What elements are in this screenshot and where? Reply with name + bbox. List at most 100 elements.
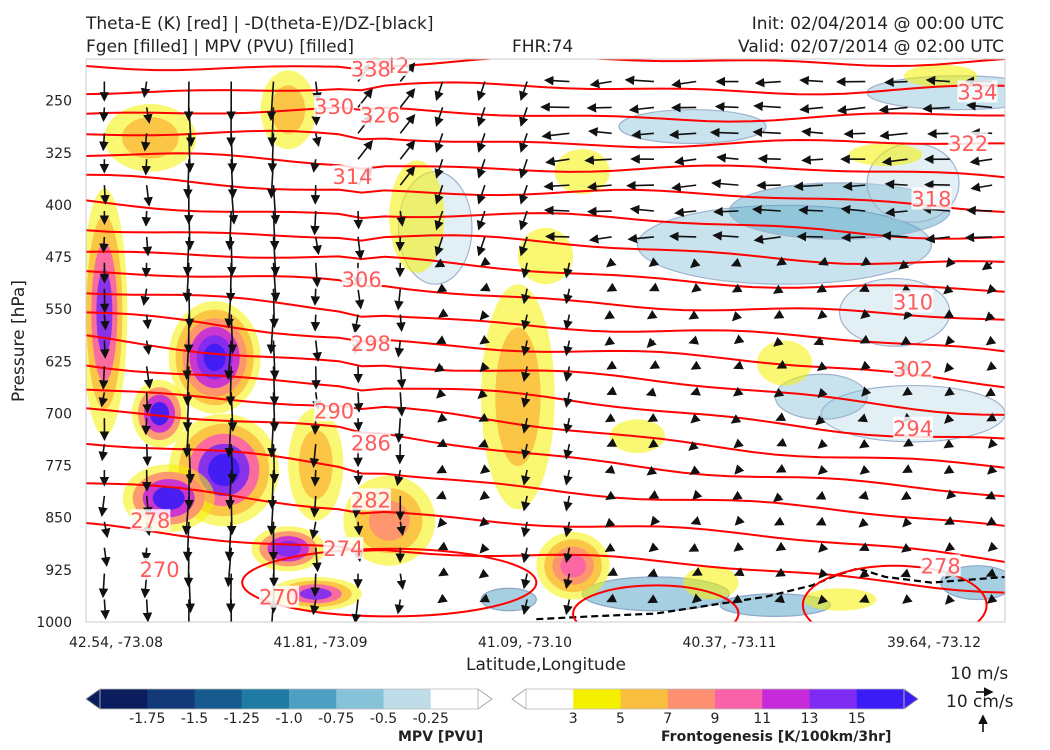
wind-vector [884, 179, 908, 190]
wind-vector [688, 543, 700, 552]
frontogenesis-region [122, 117, 179, 159]
colorbar-tick-label: -1.25 [224, 711, 260, 727]
wind-vector [312, 547, 322, 573]
wind-vector [521, 262, 531, 279]
theta-e-label-bg [130, 509, 171, 532]
wind-vector [902, 517, 913, 528]
wind-vector [840, 204, 866, 215]
wind-vector [604, 413, 616, 423]
wind-vector [922, 103, 950, 114]
theta-e-contour [572, 584, 740, 622]
wind-vector [476, 184, 486, 205]
wind-vector [98, 443, 109, 462]
wind-vector [878, 104, 908, 115]
wind-vector [479, 335, 490, 345]
wind-vector [752, 204, 781, 215]
wind-vector [688, 310, 700, 320]
theta-e-contour [86, 270, 1005, 321]
wind-vector [521, 547, 531, 564]
theta-e-contour [86, 442, 1005, 527]
wind-vector [646, 465, 658, 476]
wind-vector [479, 361, 490, 373]
wind-vector [142, 444, 152, 467]
ddz-contour-layer [536, 567, 1005, 621]
wind-vector [100, 599, 110, 620]
wind-vector [986, 361, 997, 371]
wind-vector [99, 236, 109, 254]
wind-vector [732, 594, 743, 604]
wind-vector [692, 489, 703, 501]
y-axis-label: Pressure [hPa] [9, 280, 29, 402]
y-tick-label: 550 [45, 302, 72, 318]
wind-vector [142, 340, 153, 356]
colorbar-swatch [194, 689, 243, 709]
wind-vector [437, 412, 448, 423]
reference-vertical-label: 10 cm/s [946, 692, 1014, 712]
wind-vector [476, 107, 486, 127]
wind-vector [521, 392, 531, 408]
wind-vector [521, 521, 531, 538]
y-tick-label: 400 [45, 198, 72, 214]
wind-vector [478, 568, 490, 579]
wind-vector [753, 234, 781, 245]
wind-vector [394, 418, 405, 444]
wind-vector [479, 310, 490, 321]
wind-vector [266, 159, 277, 199]
wind-vector [98, 573, 109, 599]
theta-e-label-bg [957, 80, 998, 103]
colorbar-extend-right [903, 688, 919, 710]
wind-vector [671, 79, 697, 89]
wind-vector [141, 418, 152, 436]
wind-vector [775, 567, 786, 577]
wind-vector [479, 516, 490, 527]
wind-vector [182, 392, 193, 432]
wind-vector [624, 75, 654, 86]
wind-vector [943, 309, 955, 319]
wind-vector [436, 438, 448, 448]
wind-vector [545, 156, 570, 167]
colorbar-outline [525, 688, 905, 710]
wind-vector [227, 159, 238, 199]
wind-vector [816, 283, 828, 293]
wind-vector [434, 258, 446, 268]
wind-vector [182, 366, 193, 406]
theta-e-label: 326 [360, 103, 400, 127]
wind-vector [793, 181, 824, 192]
wind-vector [604, 336, 616, 346]
colorbar-extend-left [511, 688, 527, 710]
y-tick-label: 1000 [36, 615, 72, 631]
wind-vector [885, 207, 908, 218]
wind-vector [224, 521, 235, 562]
wind-vector [669, 231, 697, 242]
wind-vector [266, 314, 277, 355]
wind-vector [521, 340, 531, 357]
wind-vector [944, 413, 955, 424]
frontogenesis-region [203, 343, 226, 372]
wind-vector [519, 210, 529, 231]
wind-vector [815, 490, 827, 500]
mpv-region [618, 109, 767, 145]
colorbar-tick-label: -1.75 [129, 711, 165, 727]
theta-e-label: 298 [351, 332, 391, 356]
theta-e-label: 278 [921, 554, 961, 578]
wind-vector [396, 521, 406, 536]
wind-vector [354, 288, 365, 310]
wind-vector [224, 547, 234, 588]
wind-vector [898, 259, 910, 270]
wind-vector [943, 284, 954, 295]
wind-vector [714, 101, 739, 112]
theta-e-label-bg [893, 290, 934, 313]
colorbar-tick-label: 9 [711, 711, 720, 727]
wind-vector [817, 387, 828, 399]
wind-vector [986, 412, 997, 422]
wind-vector [858, 439, 870, 449]
colorbar-swatch [856, 689, 905, 709]
wind-vector [267, 418, 277, 458]
wind-vector [142, 599, 153, 622]
wind-vector [606, 282, 618, 292]
wind-vector [521, 418, 531, 434]
wind-vector [733, 334, 745, 345]
wind-vector [691, 282, 702, 293]
wind-vector [903, 309, 914, 320]
wind-vector [312, 236, 322, 256]
